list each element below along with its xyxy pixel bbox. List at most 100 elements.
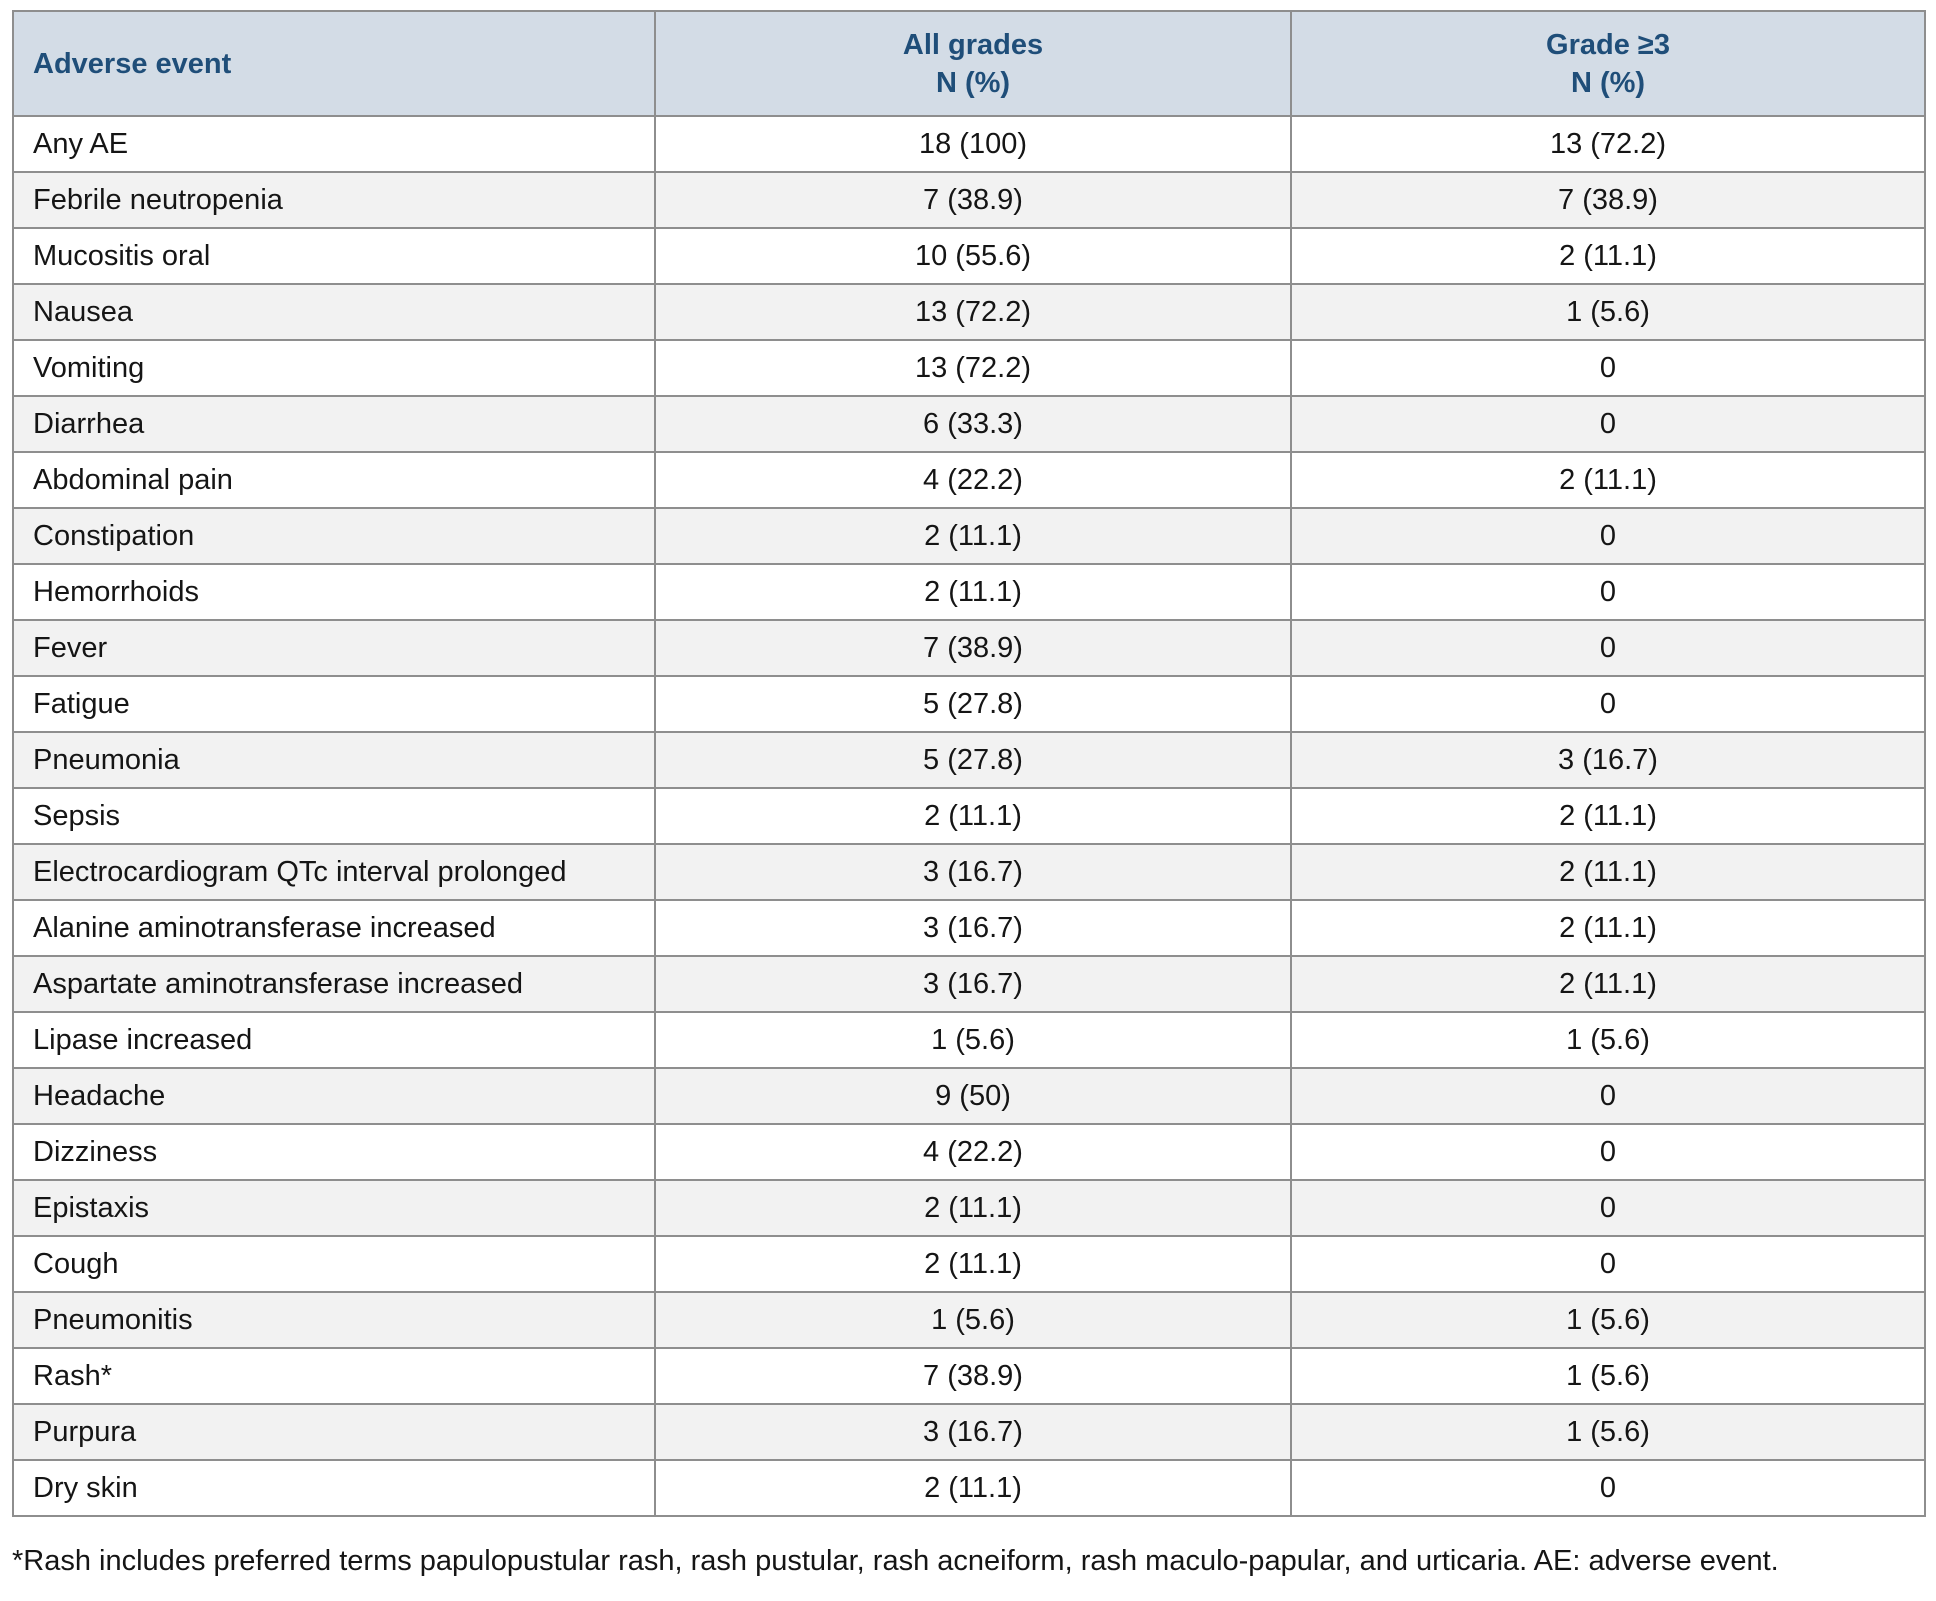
grade3-value-cell: 0	[1290, 675, 1926, 733]
all-grades-value-cell: 6 (33.3)	[654, 395, 1292, 453]
table-row: Alanine aminotransferase increased 3 (16…	[12, 899, 1926, 957]
event-name-cell: Purpura	[12, 1403, 656, 1461]
grade3-value-cell: 7 (38.9)	[1290, 171, 1926, 229]
table-row: Pneumonia 5 (27.8) 3 (16.7)	[12, 731, 1926, 789]
grade3-value-cell: 2 (11.1)	[1290, 227, 1926, 285]
event-name-cell: Rash*	[12, 1347, 656, 1405]
table-row: Lipase increased 1 (5.6) 1 (5.6)	[12, 1011, 1926, 1069]
adverse-events-table: Adverse event All grades N (%) Grade ≥3 …	[12, 10, 1926, 1517]
all-grades-value-cell: 13 (72.2)	[654, 283, 1292, 341]
grade3-value-cell: 2 (11.1)	[1290, 787, 1926, 845]
table-row: Headache 9 (50) 0	[12, 1067, 1926, 1125]
grade3-value-cell: 0	[1290, 1459, 1926, 1517]
all-grades-value-cell: 7 (38.9)	[654, 171, 1292, 229]
grade3-value-cell: 1 (5.6)	[1290, 1291, 1926, 1349]
grade3-value-cell: 0	[1290, 1123, 1926, 1181]
all-grades-value-cell: 4 (22.2)	[654, 451, 1292, 509]
table-row: Febrile neutropenia 7 (38.9) 7 (38.9)	[12, 171, 1926, 229]
column-header-adverse-event: Adverse event	[12, 10, 656, 117]
all-grades-value-cell: 13 (72.2)	[654, 339, 1292, 397]
all-grades-value-cell: 2 (11.1)	[654, 1235, 1292, 1293]
grade3-value-cell: 0	[1290, 619, 1926, 677]
event-name-cell: Dizziness	[12, 1123, 656, 1181]
event-name-cell: Mucositis oral	[12, 227, 656, 285]
column-header-all-grades-line2: N (%)	[935, 66, 1011, 99]
event-name-cell: Constipation	[12, 507, 656, 565]
all-grades-value-cell: 1 (5.6)	[654, 1291, 1292, 1349]
column-header-all-grades-line1: All grades	[902, 28, 1044, 61]
event-name-cell: Fatigue	[12, 675, 656, 733]
event-name-cell: Hemorrhoids	[12, 563, 656, 621]
all-grades-value-cell: 2 (11.1)	[654, 787, 1292, 845]
table-row: Cough 2 (11.1) 0	[12, 1235, 1926, 1293]
table-body: Any AE 18 (100) 13 (72.2) Febrile neutro…	[12, 115, 1926, 1517]
all-grades-value-cell: 10 (55.6)	[654, 227, 1292, 285]
table-row: Mucositis oral 10 (55.6) 2 (11.1)	[12, 227, 1926, 285]
table-row: Electrocardiogram QTc interval prolonged…	[12, 843, 1926, 901]
event-name-cell: Febrile neutropenia	[12, 171, 656, 229]
table-row: Epistaxis 2 (11.1) 0	[12, 1179, 1926, 1237]
table-row: Any AE 18 (100) 13 (72.2)	[12, 115, 1926, 173]
all-grades-value-cell: 3 (16.7)	[654, 899, 1292, 957]
table-row: Vomiting 13 (72.2) 0	[12, 339, 1926, 397]
event-name-cell: Sepsis	[12, 787, 656, 845]
all-grades-value-cell: 9 (50)	[654, 1067, 1292, 1125]
table-row: Dry skin 2 (11.1) 0	[12, 1459, 1926, 1517]
grade3-value-cell: 1 (5.6)	[1290, 1347, 1926, 1405]
grade3-value-cell: 2 (11.1)	[1290, 451, 1926, 509]
event-name-cell: Cough	[12, 1235, 656, 1293]
grade3-value-cell: 1 (5.6)	[1290, 1011, 1926, 1069]
all-grades-value-cell: 4 (22.2)	[654, 1123, 1292, 1181]
column-header-grade3-line1: Grade ≥3	[1546, 28, 1670, 61]
table-row: Aspartate aminotransferase increased 3 (…	[12, 955, 1926, 1013]
grade3-value-cell: 1 (5.6)	[1290, 283, 1926, 341]
table-row: Sepsis 2 (11.1) 2 (11.1)	[12, 787, 1926, 845]
table-row: Constipation 2 (11.1) 0	[12, 507, 1926, 565]
table-row: Rash* 7 (38.9) 1 (5.6)	[12, 1347, 1926, 1405]
grade3-value-cell: 3 (16.7)	[1290, 731, 1926, 789]
event-name-cell: Lipase increased	[12, 1011, 656, 1069]
event-name-cell: Vomiting	[12, 339, 656, 397]
grade3-value-cell: 0	[1290, 507, 1926, 565]
grade3-value-cell: 0	[1290, 1179, 1926, 1237]
grade3-value-cell: 0	[1290, 1067, 1926, 1125]
event-name-cell: Electrocardiogram QTc interval prolonged	[12, 843, 656, 901]
event-name-cell: Alanine aminotransferase increased	[12, 899, 656, 957]
all-grades-value-cell: 5 (27.8)	[654, 675, 1292, 733]
all-grades-value-cell: 7 (38.9)	[654, 1347, 1292, 1405]
all-grades-value-cell: 18 (100)	[654, 115, 1292, 173]
all-grades-value-cell: 5 (27.8)	[654, 731, 1292, 789]
event-name-cell: Any AE	[12, 115, 656, 173]
all-grades-value-cell: 2 (11.1)	[654, 507, 1292, 565]
grade3-value-cell: 13 (72.2)	[1290, 115, 1926, 173]
event-name-cell: Fever	[12, 619, 656, 677]
all-grades-value-cell: 3 (16.7)	[654, 1403, 1292, 1461]
column-header-grade3-line2: N (%)	[1570, 66, 1646, 99]
grade3-value-cell: 0	[1290, 339, 1926, 397]
column-header-all-grades: All grades N (%)	[654, 10, 1292, 117]
all-grades-value-cell: 3 (16.7)	[654, 843, 1292, 901]
grade3-value-cell: 0	[1290, 395, 1926, 453]
grade3-value-cell: 2 (11.1)	[1290, 843, 1926, 901]
grade3-value-cell: 0	[1290, 1235, 1926, 1293]
all-grades-value-cell: 3 (16.7)	[654, 955, 1292, 1013]
event-name-cell: Abdominal pain	[12, 451, 656, 509]
table-row: Diarrhea 6 (33.3) 0	[12, 395, 1926, 453]
event-name-cell: Nausea	[12, 283, 656, 341]
table-row: Fatigue 5 (27.8) 0	[12, 675, 1926, 733]
table-footnote: *Rash includes preferred terms papulopus…	[12, 1545, 1779, 1577]
event-name-cell: Headache	[12, 1067, 656, 1125]
all-grades-value-cell: 2 (11.1)	[654, 1179, 1292, 1237]
event-name-cell: Pneumonitis	[12, 1291, 656, 1349]
event-name-cell: Pneumonia	[12, 731, 656, 789]
table-row: Purpura 3 (16.7) 1 (5.6)	[12, 1403, 1926, 1461]
grade3-value-cell: 2 (11.1)	[1290, 955, 1926, 1013]
event-name-cell: Diarrhea	[12, 395, 656, 453]
table-row: Fever 7 (38.9) 0	[12, 619, 1926, 677]
table-row: Dizziness 4 (22.2) 0	[12, 1123, 1926, 1181]
event-name-cell: Epistaxis	[12, 1179, 656, 1237]
grade3-value-cell: 0	[1290, 563, 1926, 621]
table-header-row: Adverse event All grades N (%) Grade ≥3 …	[12, 10, 1926, 117]
table-row: Abdominal pain 4 (22.2) 2 (11.1)	[12, 451, 1926, 509]
